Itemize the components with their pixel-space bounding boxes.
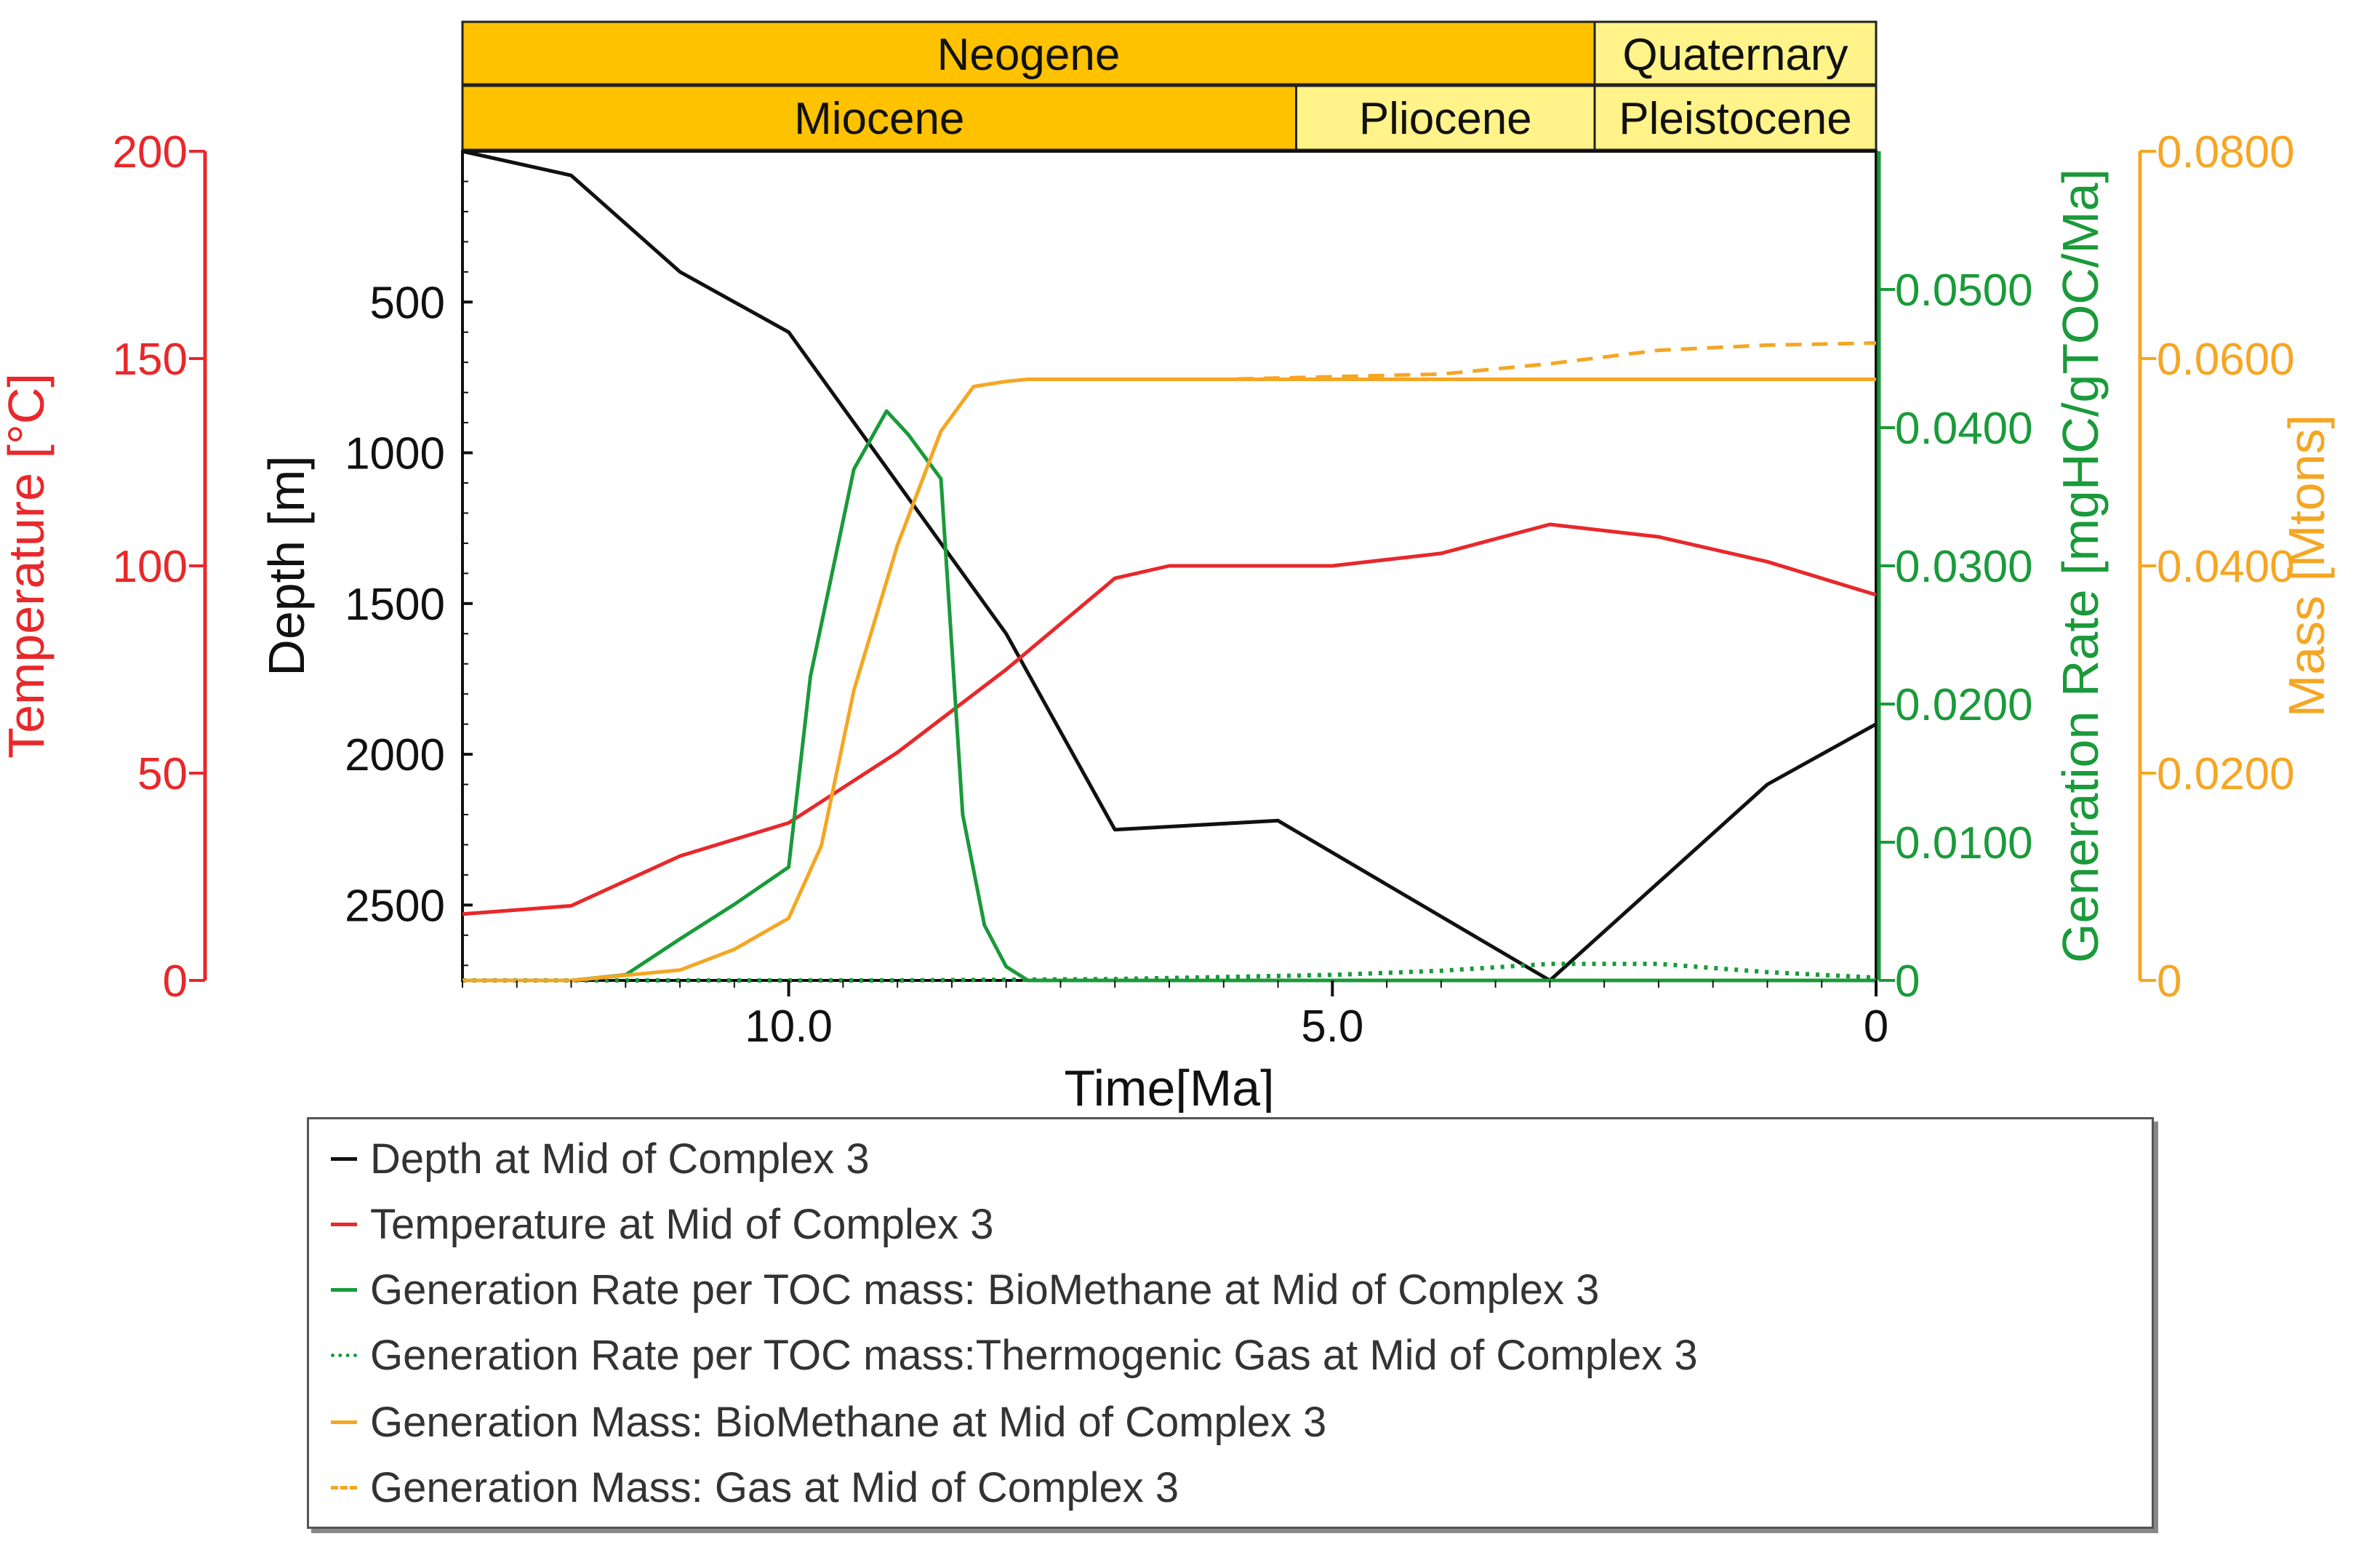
mass-tick-label: 0.0400 bbox=[2157, 542, 2295, 592]
legend: Depth at Mid of Complex 3 Temperature at… bbox=[307, 1117, 2154, 1529]
series-line-4 bbox=[462, 962, 1877, 983]
epoch-band bbox=[461, 84, 1298, 151]
legend-swatch bbox=[331, 1486, 357, 1490]
x-axis-label: Time[Ma] bbox=[1064, 1060, 1274, 1113]
mass-tick-label: 0.0200 bbox=[2157, 749, 2295, 799]
mass-tick-label: 0.0600 bbox=[2157, 335, 2295, 385]
gen_rate-tick-label: 0.0400 bbox=[1895, 404, 2033, 454]
temperature-tick-label: 50 bbox=[137, 749, 188, 799]
legend-label: Temperature at Mid of Complex 3 bbox=[370, 1201, 994, 1248]
epoch-label: Pliocene bbox=[1359, 94, 1532, 144]
series-line-5 bbox=[462, 377, 1876, 983]
temperature-tick-label: 200 bbox=[113, 127, 188, 177]
temperature-tick-label: 150 bbox=[113, 335, 188, 385]
mass-tick-label: 0.0800 bbox=[2157, 127, 2295, 177]
x-tick-label: 5.0 bbox=[1301, 1002, 1363, 1052]
temperature-axis-label: Temperature [°C] bbox=[0, 373, 55, 759]
depth-tick-label: 2000 bbox=[345, 730, 445, 780]
depth-tick-label: 500 bbox=[370, 278, 445, 328]
gen_rate-axis-label: Generation Rate [mgHC/gTOC/Ma] bbox=[2052, 169, 2109, 963]
epoch-label: Miocene bbox=[794, 94, 964, 144]
depth-tick-label: 1500 bbox=[345, 580, 445, 630]
depth-axis-label: Depth [m] bbox=[258, 455, 315, 676]
legend-swatch bbox=[331, 1420, 357, 1424]
legend-swatch bbox=[331, 1223, 357, 1226]
legend-swatch bbox=[331, 1157, 357, 1161]
temperature-tick-label: 0 bbox=[163, 956, 188, 1007]
gen_rate-tick-label: 0.0500 bbox=[1895, 265, 2033, 316]
epoch-label: Pleistocene bbox=[1619, 94, 1852, 144]
legend-label: Generation Rate per TOC mass:Thermogenic… bbox=[370, 1332, 1698, 1379]
gen_rate-tick-label: 0.0300 bbox=[1895, 542, 2033, 592]
chronostratigraphy-header: Neogene Quaternary Miocene Pliocene Pleistoc… bbox=[461, 20, 1878, 151]
temperature-tick-label: 100 bbox=[113, 542, 188, 592]
legend-label: Generation Mass: BioMethane at Mid of Co… bbox=[370, 1399, 1327, 1446]
x-tick-label: 10.0 bbox=[745, 1002, 833, 1052]
series-line-6 bbox=[1027, 341, 1877, 381]
period-label: Quaternary bbox=[1622, 30, 1848, 80]
gen_rate-tick-label: 0.0200 bbox=[1895, 680, 2033, 730]
series-layer bbox=[462, 149, 1878, 983]
x-tick-label: 0 bbox=[1864, 1002, 1888, 1052]
depth-tick-label: 2500 bbox=[345, 881, 445, 931]
series-line-3 bbox=[462, 409, 1876, 983]
legend-label: Generation Rate per TOC mass: BioMethane… bbox=[370, 1266, 1600, 1314]
chart-svg: Neogene Quaternary Miocene Pliocene Pleistoc… bbox=[0, 20, 2335, 1113]
period-band bbox=[461, 20, 1596, 86]
period-band bbox=[1593, 20, 1878, 86]
depth-tick-label: 1000 bbox=[345, 429, 445, 479]
gen_rate-tick-label: 0 bbox=[1895, 956, 1920, 1007]
mass-tick-label: 0 bbox=[2157, 956, 2181, 1007]
series-line-2 bbox=[462, 522, 1877, 916]
gen_rate-tick-label: 0.0100 bbox=[1895, 818, 2033, 868]
series-line-1 bbox=[462, 149, 1878, 983]
legend-swatch bbox=[331, 1288, 357, 1292]
mass-axis-label: Mass [Mtons] bbox=[2278, 415, 2335, 717]
legend-label: Generation Mass: Gas at Mid of Complex 3 bbox=[370, 1464, 1179, 1511]
period-label: Neogene bbox=[937, 30, 1121, 80]
legend-swatch bbox=[331, 1354, 357, 1357]
legend-label: Depth at Mid of Complex 3 bbox=[370, 1135, 870, 1183]
